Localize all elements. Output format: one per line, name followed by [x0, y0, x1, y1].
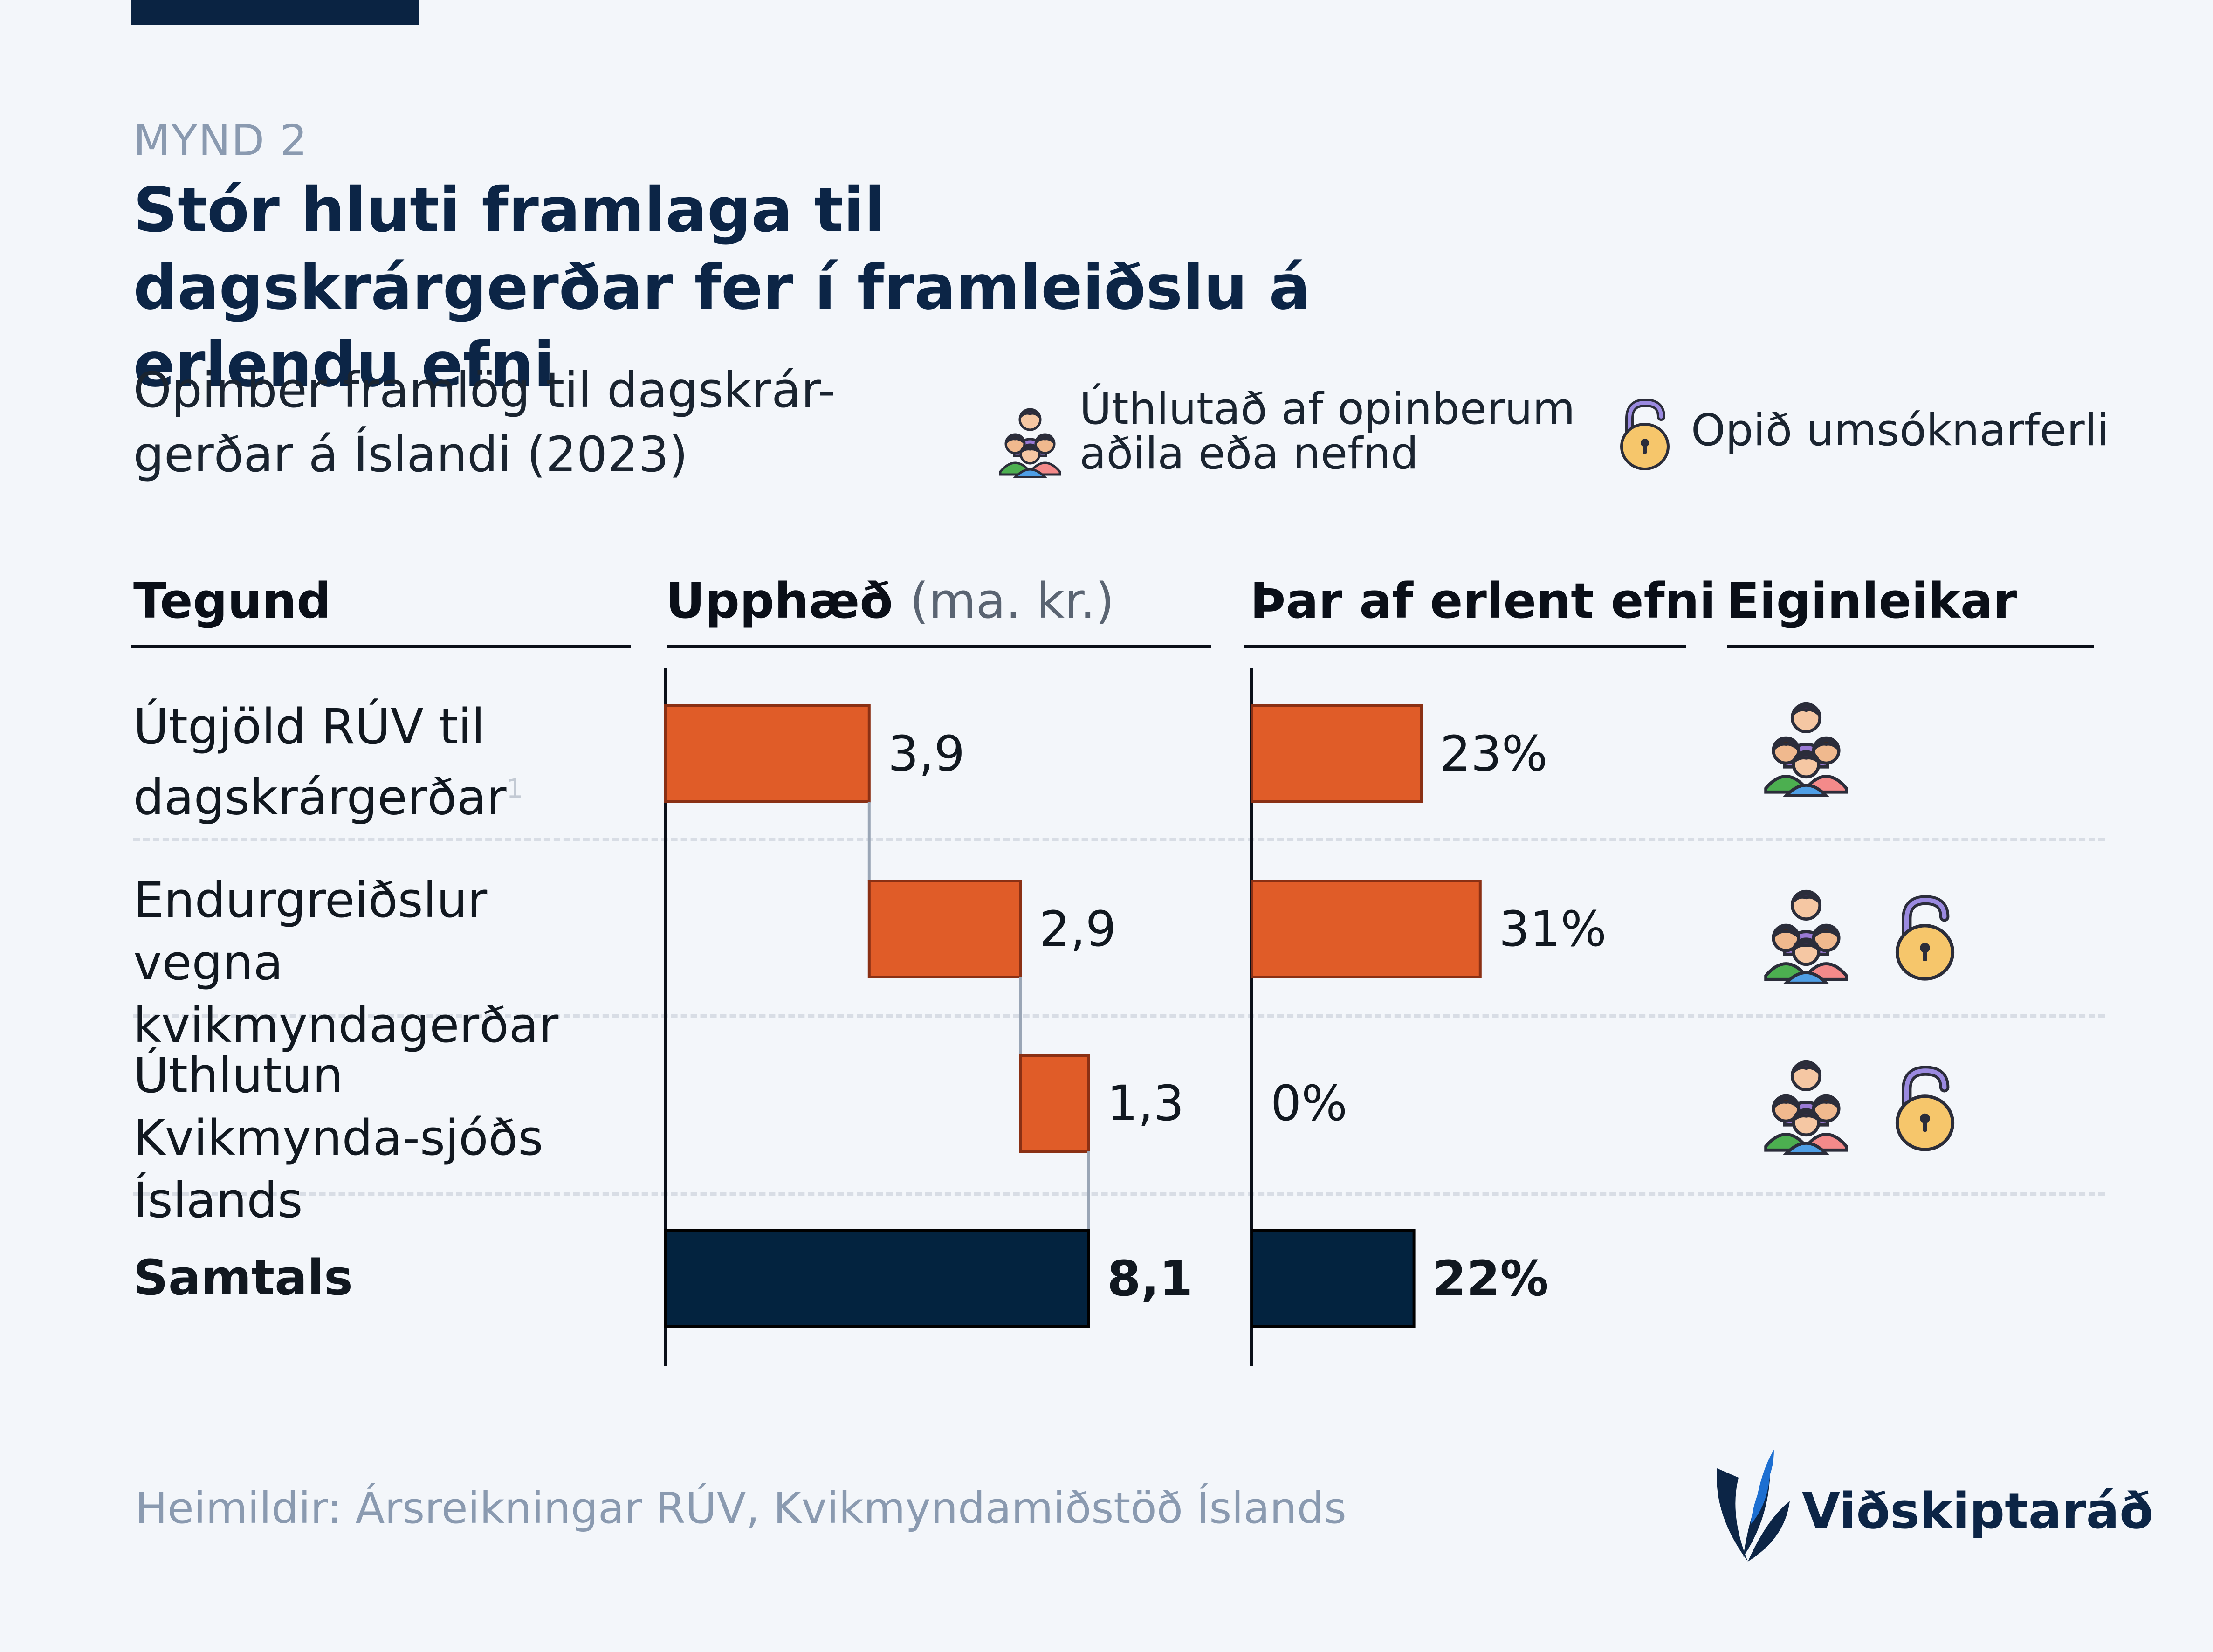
- column-header-foreign: Þar af erlent efni: [1250, 572, 1716, 629]
- foreign-value-label: 31%: [1499, 901, 1607, 957]
- logo-wordmark: Viðskiptaráð: [1802, 1482, 2153, 1540]
- row-label-text: Útgjöld RÚV til dagskrárgerðar: [133, 698, 507, 826]
- foreign-bar-total: [1251, 1229, 1416, 1328]
- foreign-value-label: 0%: [1271, 1075, 1347, 1132]
- foreign-bar: [1251, 704, 1423, 803]
- legend: Úthlutað af opinberum aðila eða nefnd Op…: [997, 387, 2116, 489]
- row-properties: [1762, 884, 1960, 986]
- row-properties: [1762, 1054, 1960, 1157]
- row-separator: [133, 1014, 2105, 1018]
- foreign-axis: [1250, 668, 1253, 1366]
- people-icon: [999, 408, 1061, 478]
- figure-kicker: MYND 2: [133, 116, 309, 165]
- people-icon: [1764, 1060, 1848, 1156]
- foreign-value-label: 23%: [1440, 725, 1547, 782]
- foreign-bar: [1251, 880, 1482, 978]
- column-rule-properties: [1727, 645, 2094, 648]
- column-rule-type: [131, 645, 631, 648]
- chart-subtitle: Opinber framlög til dagskrár-gerðar á Ís…: [133, 362, 836, 483]
- column-header-properties: Eiginleikar: [1726, 572, 2017, 629]
- amount-bar: [664, 704, 871, 803]
- unlocked-padlock-icon: [1620, 398, 1670, 470]
- amount-axis: [664, 668, 667, 1366]
- top-accent-bar: [131, 0, 419, 25]
- people-icon: [1764, 889, 1848, 985]
- amount-bar: [1019, 1054, 1090, 1153]
- amount-value-label: 3,9: [888, 725, 965, 782]
- vidskiptarad-logo-icon: [1717, 1450, 1790, 1562]
- foreign-value-label-total: 22%: [1433, 1250, 1549, 1307]
- column-header-amount: Upphæð (ma. kr.): [666, 572, 1114, 629]
- unlocked-padlock-icon: [1895, 895, 1955, 981]
- row-separator: [133, 1192, 2105, 1196]
- row-label-total: Samtals: [133, 1249, 353, 1306]
- unlocked-padlock-icon: [1895, 1066, 1955, 1151]
- legend-label-open: Opið umsóknarferli: [1691, 405, 2109, 456]
- row-label: Útgjöld RÚV til dagskrárgerðar1: [133, 695, 627, 829]
- column-header-amount-unit: (ma. kr.): [910, 572, 1114, 629]
- row-label: Endurgreiðslur vegna kvikmyndagerðar: [133, 872, 559, 1053]
- amount-value-label: 2,9: [1039, 901, 1116, 957]
- column-rule-amount: [667, 645, 1211, 648]
- amount-bar-total: [664, 1229, 1090, 1328]
- amount-value-label: 1,3: [1107, 1075, 1184, 1132]
- amount-bar: [867, 880, 1022, 978]
- column-header-type: Tegund: [133, 572, 331, 629]
- column-rule-foreign: [1244, 645, 1686, 648]
- chart-title: Stór hluti framlaga til dagskrárgerðar f…: [133, 174, 1311, 401]
- row-properties: [1762, 696, 1850, 799]
- row-label: Úthlutun Kvikmynda-sjóðs Íslands: [133, 1047, 543, 1229]
- legend-label-committee: Úthlutað af opinberum aðila eða nefnd: [1079, 384, 1575, 479]
- amount-value-label-total: 8,1: [1107, 1250, 1193, 1307]
- column-header-amount-label: Upphæð: [666, 572, 893, 629]
- row-separator: [133, 838, 2105, 841]
- footnote-marker: 1: [506, 774, 523, 804]
- source-note: Heimildir: Ársreikningar RÚV, Kvikmyndam…: [135, 1483, 1347, 1533]
- people-icon: [1764, 702, 1848, 798]
